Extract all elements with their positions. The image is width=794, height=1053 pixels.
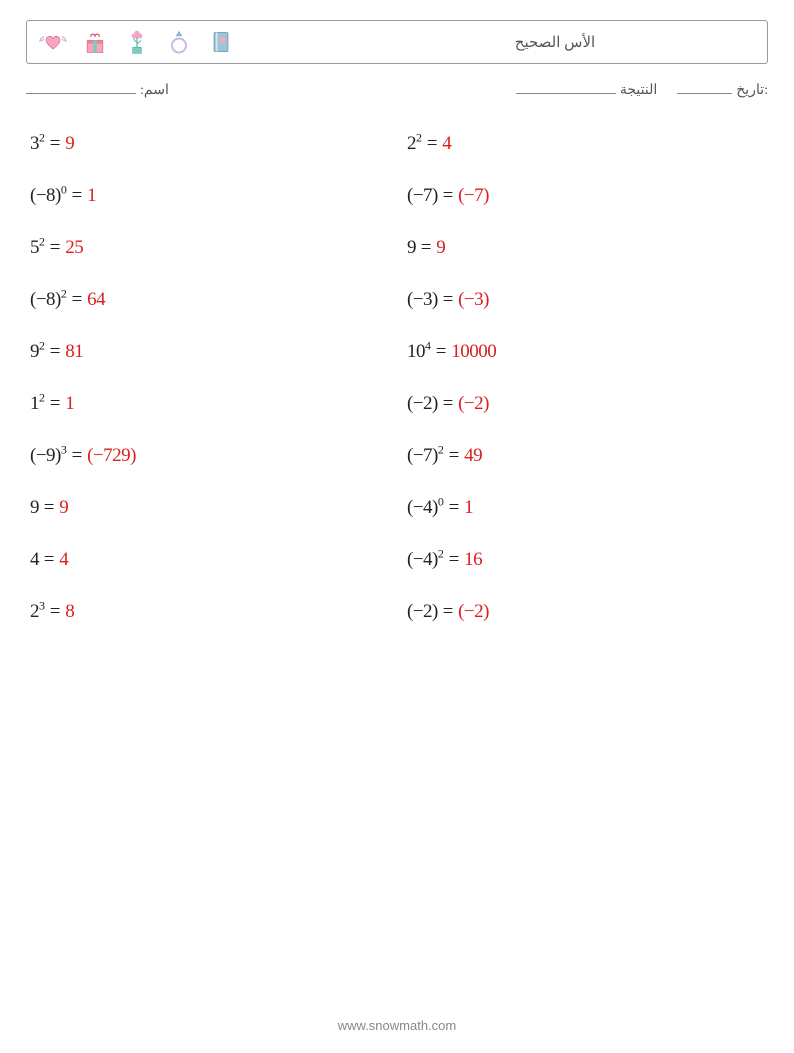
gift-heart-icon bbox=[81, 28, 109, 56]
date-label: :تاريخ bbox=[736, 82, 768, 99]
problem-answer: 9 bbox=[436, 237, 445, 258]
equals-sign: = bbox=[438, 185, 458, 206]
problems-grid: 32 = 922 = 4(−8)0 = 1(−7) = (−7)52 = 259… bbox=[26, 133, 768, 623]
problem-left-4: 92 = 81 bbox=[30, 341, 387, 363]
problem-base: (−9) bbox=[30, 445, 61, 466]
problem-base: 4 bbox=[30, 549, 39, 570]
problem-left-3: (−8)2 = 64 bbox=[30, 289, 387, 311]
problem-answer: 49 bbox=[464, 445, 482, 466]
flower-pot-icon bbox=[123, 28, 151, 56]
problem-base: 5 bbox=[30, 237, 39, 258]
equals-sign: = bbox=[45, 601, 65, 622]
header-box: الأس الصحيح bbox=[26, 20, 768, 64]
problem-right-1: (−7) = (−7) bbox=[407, 185, 764, 207]
problem-answer: 16 bbox=[464, 549, 482, 570]
problem-left-2: 52 = 25 bbox=[30, 237, 387, 259]
date-blank bbox=[677, 80, 732, 94]
problem-base: 2 bbox=[30, 601, 39, 622]
problem-right-2: 9 = 9 bbox=[407, 237, 764, 259]
problem-base: (−2) bbox=[407, 601, 438, 622]
result-label: النتيجة bbox=[620, 82, 657, 99]
problem-base: 1 bbox=[30, 393, 39, 414]
problem-base: 10 bbox=[407, 341, 425, 362]
equals-sign: = bbox=[431, 341, 451, 362]
problem-base: 3 bbox=[30, 133, 39, 154]
problem-answer: 9 bbox=[65, 133, 74, 154]
problem-answer: (−2) bbox=[458, 601, 489, 622]
icon-row bbox=[39, 28, 235, 56]
equals-sign: = bbox=[45, 133, 65, 154]
problem-answer: 81 bbox=[65, 341, 83, 362]
problem-answer: 1 bbox=[87, 185, 96, 206]
equals-sign: = bbox=[438, 393, 458, 414]
problem-base: 9 bbox=[30, 341, 39, 362]
winged-heart-icon bbox=[39, 28, 67, 56]
result-blank bbox=[516, 80, 616, 94]
equals-sign: = bbox=[444, 497, 464, 518]
problem-left-5: 12 = 1 bbox=[30, 393, 387, 415]
problem-base: 9 bbox=[30, 497, 39, 518]
problem-base: 2 bbox=[407, 133, 416, 154]
problem-right-3: (−3) = (−3) bbox=[407, 289, 764, 311]
problem-left-8: 4 = 4 bbox=[30, 549, 387, 571]
problem-answer: 8 bbox=[65, 601, 74, 622]
meta-date-result: :تاريخ النتيجة bbox=[516, 80, 768, 99]
problem-answer: (−3) bbox=[458, 289, 489, 310]
problem-answer: (−7) bbox=[458, 185, 489, 206]
footer-url: www.snowmath.com bbox=[0, 1018, 794, 1033]
worksheet-title: الأس الصحيح bbox=[235, 33, 755, 52]
problem-base: 9 bbox=[407, 237, 416, 258]
equals-sign: = bbox=[39, 549, 59, 570]
problem-answer: 4 bbox=[442, 133, 451, 154]
problem-answer: 9 bbox=[59, 497, 68, 518]
problem-base: (−4) bbox=[407, 549, 438, 570]
problem-answer: 4 bbox=[59, 549, 68, 570]
problem-answer: 64 bbox=[87, 289, 105, 310]
problem-right-8: (−4)2 = 16 bbox=[407, 549, 764, 571]
equals-sign: = bbox=[67, 445, 87, 466]
ring-icon bbox=[165, 28, 193, 56]
equals-sign: = bbox=[444, 549, 464, 570]
problem-answer: (−729) bbox=[87, 445, 136, 466]
problem-right-9: (−2) = (−2) bbox=[407, 601, 764, 623]
equals-sign: = bbox=[444, 445, 464, 466]
problem-right-6: (−7)2 = 49 bbox=[407, 445, 764, 467]
problem-left-6: (−9)3 = (−729) bbox=[30, 445, 387, 467]
problem-base: (−4) bbox=[407, 497, 438, 518]
problem-right-7: (−4)0 = 1 bbox=[407, 497, 764, 519]
equals-sign: = bbox=[438, 289, 458, 310]
problem-right-5: (−2) = (−2) bbox=[407, 393, 764, 415]
problem-left-7: 9 = 9 bbox=[30, 497, 387, 519]
problem-answer: 25 bbox=[65, 237, 83, 258]
name-label: اسم: bbox=[140, 82, 169, 99]
problem-right-4: 104 = 10000 bbox=[407, 341, 764, 363]
equals-sign: = bbox=[67, 185, 87, 206]
problem-base: (−7) bbox=[407, 185, 438, 206]
problem-base: (−3) bbox=[407, 289, 438, 310]
problem-base: (−8) bbox=[30, 289, 61, 310]
equals-sign: = bbox=[39, 497, 59, 518]
equals-sign: = bbox=[438, 601, 458, 622]
meta-row: :تاريخ النتيجة اسم: bbox=[26, 80, 768, 99]
problem-left-9: 23 = 8 bbox=[30, 601, 387, 623]
problem-left-0: 32 = 9 bbox=[30, 133, 387, 155]
problem-answer: (−2) bbox=[458, 393, 489, 414]
problem-base: (−8) bbox=[30, 185, 61, 206]
problem-answer: 1 bbox=[65, 393, 74, 414]
equals-sign: = bbox=[45, 237, 65, 258]
equals-sign: = bbox=[416, 237, 436, 258]
equals-sign: = bbox=[67, 289, 87, 310]
equals-sign: = bbox=[45, 341, 65, 362]
equals-sign: = bbox=[45, 393, 65, 414]
book-heart-icon bbox=[207, 28, 235, 56]
problem-base: (−2) bbox=[407, 393, 438, 414]
meta-name: اسم: bbox=[26, 80, 169, 99]
equals-sign: = bbox=[422, 133, 442, 154]
problem-left-1: (−8)0 = 1 bbox=[30, 185, 387, 207]
problem-answer: 10000 bbox=[451, 341, 496, 362]
name-blank bbox=[26, 80, 136, 94]
problem-right-0: 22 = 4 bbox=[407, 133, 764, 155]
problem-base: (−7) bbox=[407, 445, 438, 466]
problem-answer: 1 bbox=[464, 497, 473, 518]
